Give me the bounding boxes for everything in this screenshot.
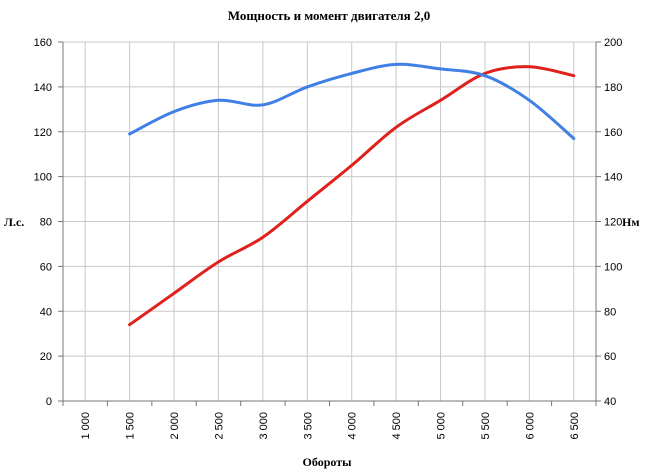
left-tick-label: 160 — [34, 37, 52, 49]
series-lines — [128, 62, 576, 327]
left-tick-label: 40 — [40, 306, 52, 318]
x-tick-label: 6 000 — [524, 412, 536, 440]
left-tick-label: 120 — [34, 127, 52, 139]
right-tick-label: 40 — [604, 396, 616, 408]
x-tick-label: 2 500 — [213, 412, 225, 440]
right-tick-label: 120 — [604, 217, 622, 229]
left-tick-label: 20 — [40, 351, 52, 363]
x-tick-label: 5 000 — [436, 412, 448, 440]
x-tick-label: 2 000 — [169, 412, 181, 440]
right-tick-label: 180 — [604, 82, 622, 94]
axes — [58, 41, 601, 406]
power-series-line — [128, 65, 576, 327]
grid-lines — [63, 41, 596, 401]
right-tick-label: 140 — [604, 172, 622, 184]
right-tick-label: 160 — [604, 127, 622, 139]
x-axis-label: Обороты — [303, 455, 353, 469]
left-axis-label: Л.с. — [4, 215, 24, 229]
tick-labels: 0 40 20 60 40 80 60 100 80 120 100 140 120 160 140 180 1… — [34, 37, 623, 440]
x-tick-label: 1 000 — [80, 412, 92, 440]
right-tick-label: 100 — [604, 261, 622, 273]
right-axis-label: Нм — [622, 215, 640, 229]
torque-series-line — [128, 62, 576, 140]
x-tick-label: 4 500 — [391, 412, 403, 440]
x-tick-label: 4 000 — [347, 412, 359, 440]
chart-title: Мощность и момент двигателя 2,0 — [228, 8, 430, 23]
left-tick-label: 100 — [34, 172, 52, 184]
right-tick-label: 200 — [604, 37, 622, 49]
left-tick-label: 60 — [40, 261, 52, 273]
left-tick-label: 80 — [40, 217, 52, 229]
right-tick-label: 60 — [604, 351, 616, 363]
x-tick-label: 3 500 — [302, 412, 314, 440]
right-tick-label: 80 — [604, 306, 616, 318]
x-tick-label: 3 000 — [258, 412, 270, 440]
x-tick-label: 5 500 — [480, 412, 492, 440]
left-tick-label: 140 — [34, 82, 52, 94]
x-tick-label: 1 500 — [125, 412, 137, 440]
x-tick-label: 6 500 — [569, 412, 581, 440]
left-tick-label: 0 — [46, 396, 52, 408]
